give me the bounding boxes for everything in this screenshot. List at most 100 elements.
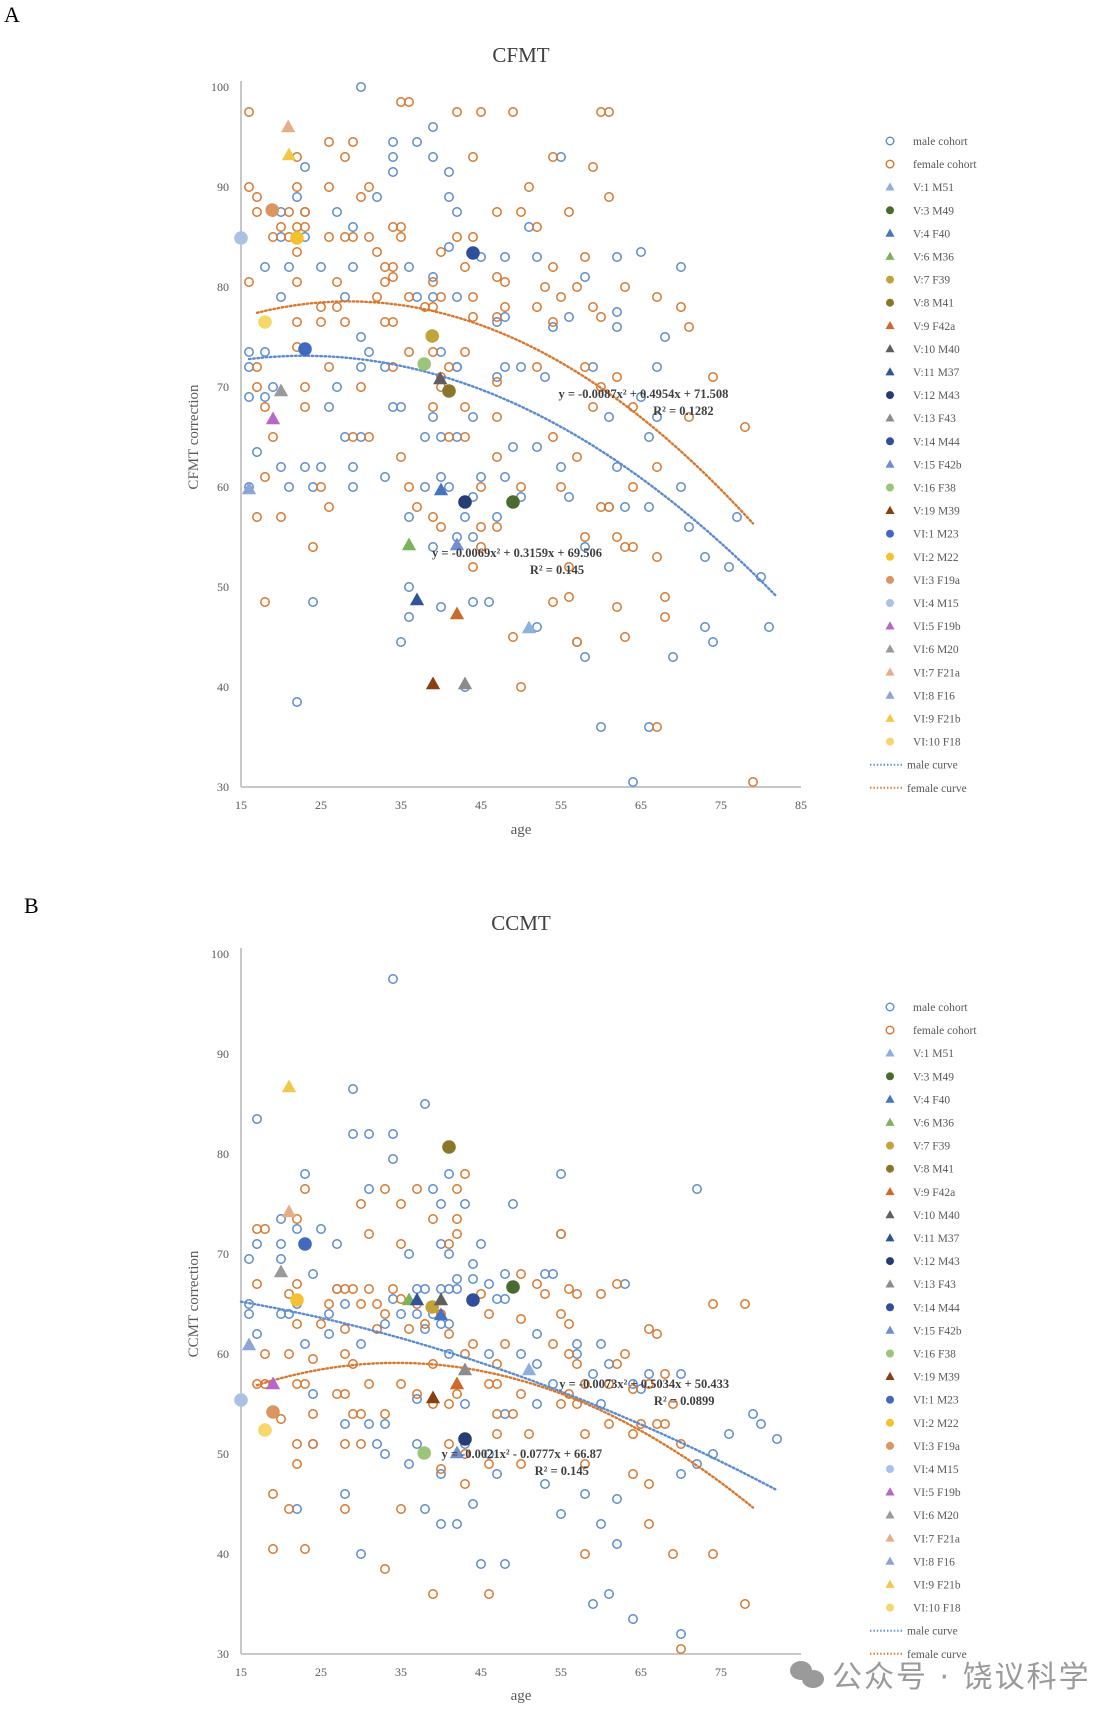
data-point <box>412 1439 422 1449</box>
highlight-marker-triangle <box>449 1376 465 1390</box>
data-point <box>324 232 334 242</box>
data-point <box>364 1419 374 1429</box>
data-point <box>532 222 542 232</box>
wechat-icon <box>790 1659 824 1689</box>
data-point <box>644 432 654 442</box>
legend-marker-open-circle <box>885 1002 895 1012</box>
data-point <box>308 1354 318 1364</box>
legend-marker-circle <box>886 298 894 307</box>
data-point <box>316 1224 326 1234</box>
data-point <box>476 482 486 492</box>
y-tick-label: 60 <box>217 480 229 494</box>
data-point <box>548 322 558 332</box>
data-point <box>260 392 270 402</box>
legend-label: V:12 M43 <box>913 1256 960 1268</box>
y-tick-label: 80 <box>217 1147 229 1161</box>
data-point <box>476 1289 486 1299</box>
data-point <box>340 292 350 302</box>
watermark: 公众号 · 饶议科学 <box>790 1652 1091 1696</box>
legend-marker-open-circle <box>885 159 895 169</box>
data-point <box>444 362 454 372</box>
legend-label: V:3 M49 <box>913 1071 954 1083</box>
data-point <box>588 402 598 412</box>
data-point <box>532 622 542 632</box>
legend-label: V:3 M49 <box>913 205 954 217</box>
legend-marker-triangle <box>885 1487 895 1496</box>
data-point <box>300 162 310 172</box>
data-point <box>380 1409 390 1419</box>
data-point <box>500 1559 510 1569</box>
data-point <box>596 1339 606 1349</box>
data-point <box>676 1469 686 1479</box>
data-point <box>756 1419 766 1429</box>
highlight-marker-circle <box>258 1423 272 1437</box>
data-point <box>468 1274 478 1284</box>
data-point <box>332 1239 342 1249</box>
data-point <box>468 412 478 422</box>
data-point <box>340 1439 350 1449</box>
data-point <box>428 1589 438 1599</box>
data-point <box>500 1409 510 1419</box>
data-point <box>404 482 414 492</box>
data-point <box>508 1199 518 1209</box>
data-point <box>284 1504 294 1514</box>
data-point <box>404 582 414 592</box>
data-point <box>508 632 518 642</box>
data-point <box>388 362 398 372</box>
data-point <box>444 1249 454 1259</box>
data-point <box>284 1309 294 1319</box>
data-point <box>404 347 414 357</box>
data-point <box>652 722 662 732</box>
data-point <box>428 542 438 552</box>
highlight-marker-triangle <box>265 1376 281 1390</box>
highlight-marker-triangle <box>281 1204 297 1218</box>
data-point <box>668 1549 678 1559</box>
data-point <box>436 1284 446 1294</box>
x-tick-label: 75 <box>715 1665 727 1679</box>
data-point <box>772 1434 782 1444</box>
highlight-marker-triangle <box>449 537 465 551</box>
highlight-marker-triangle <box>281 147 297 161</box>
data-point <box>404 1249 414 1259</box>
data-point <box>604 1359 614 1369</box>
data-point <box>292 1319 302 1329</box>
data-point <box>476 542 486 552</box>
data-point <box>468 292 478 302</box>
series-female-cohort <box>244 97 758 787</box>
data-point <box>644 1324 654 1334</box>
x-tick-label: 15 <box>235 798 247 812</box>
data-point <box>300 207 310 217</box>
data-point <box>252 207 262 217</box>
data-point <box>668 1399 678 1409</box>
data-point <box>348 462 358 472</box>
data-point <box>436 522 446 532</box>
data-point <box>748 777 758 787</box>
data-point <box>740 1599 750 1609</box>
data-point <box>356 382 366 392</box>
data-point <box>260 402 270 412</box>
data-point <box>396 1199 406 1209</box>
data-point <box>252 362 262 372</box>
legend-marker-circle <box>886 1441 894 1450</box>
legend-marker-circle <box>886 1395 894 1404</box>
data-point <box>436 1199 446 1209</box>
data-point <box>516 1459 526 1469</box>
data-point <box>492 512 502 522</box>
data-point <box>428 512 438 522</box>
data-point <box>332 1284 342 1294</box>
data-point <box>412 292 422 302</box>
highlight-marker-triangle <box>433 1307 449 1321</box>
x-tick-label: 85 <box>795 798 807 812</box>
legend-marker-triangle <box>885 413 895 422</box>
data-point <box>340 317 350 327</box>
data-point <box>684 522 694 532</box>
data-point <box>468 597 478 607</box>
data-point <box>356 1439 366 1449</box>
data-point <box>292 697 302 707</box>
data-point <box>420 1504 430 1514</box>
data-point <box>572 282 582 292</box>
legend-label: V:14 M44 <box>913 436 960 448</box>
data-point <box>388 317 398 327</box>
data-point <box>316 302 326 312</box>
data-point <box>572 1349 582 1359</box>
